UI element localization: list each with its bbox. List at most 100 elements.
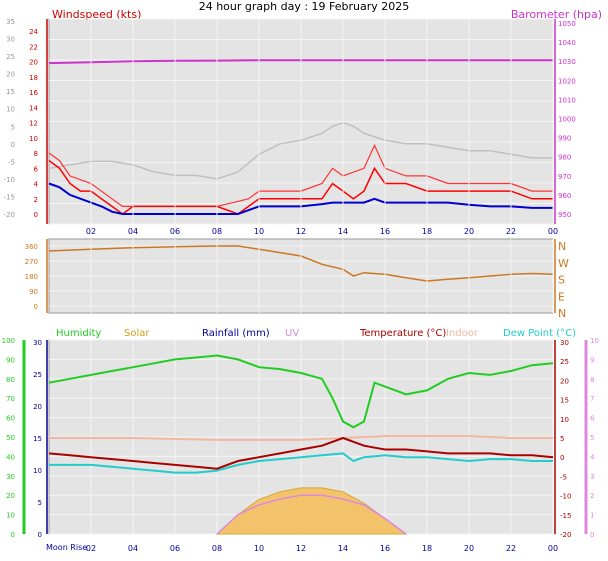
legend-item: Solar (124, 328, 150, 339)
legend-item: Rainfall (mm) (202, 328, 270, 339)
humidity-tick-label: 10 (6, 512, 15, 520)
wind-alt-tick-label: 5 (11, 123, 15, 131)
humidity-tick-label: 20 (6, 492, 15, 500)
multi-x-tick-label: 04 (128, 544, 138, 553)
multi-x-tick-label: 10 (254, 544, 264, 553)
direction-tick-label: 180 (25, 273, 38, 281)
rainfall-tick-label: 30 (33, 339, 42, 347)
humidity-tick-label: 70 (6, 395, 15, 403)
temperature-tick-label: -20 (560, 531, 571, 539)
multi-x-tick-label: 14 (338, 544, 348, 553)
temperature-tick-label: 30 (560, 339, 569, 347)
multi-x-tick-label: 22 (506, 544, 516, 553)
baro-tick-label: 1000 (558, 116, 576, 124)
moon-rise-label: Moon Rise (46, 543, 87, 552)
wind-x-tick-label: 06 (170, 227, 180, 236)
temperature-tick-label: 15 (560, 397, 569, 405)
wind-alt-tick-label: -20 (4, 211, 15, 219)
wind-x-tick-label: 18 (422, 227, 432, 236)
wind-average-line (48, 182, 553, 215)
wind-tick-label: 2 (34, 196, 38, 204)
humidity-tick-label: 60 (6, 415, 15, 423)
direction-tick-label: 90 (29, 288, 38, 296)
uv-tick-label: 4 (590, 453, 595, 461)
uv-tick-label: 3 (590, 473, 594, 481)
baro-tick-label: 1050 (558, 20, 576, 28)
baro-tick-label: 970 (558, 173, 571, 181)
wind-tick-label: 18 (29, 74, 38, 82)
temperature-tick-label: 20 (560, 377, 569, 385)
humidity-tick-label: 50 (6, 434, 15, 442)
humidity-tick-label: 100 (2, 337, 15, 345)
uv-tick-label: 7 (590, 395, 594, 403)
rainfall-tick-label: 15 (33, 435, 42, 443)
temperature-tick-label: 25 (560, 358, 569, 366)
rainfall-tick-label: 5 (38, 499, 42, 507)
multi-x-tick-label: 02 (86, 544, 96, 553)
compass-label: E (558, 290, 565, 303)
wind-tick-label: 10 (29, 135, 38, 143)
uv-tick-label: 1 (590, 512, 594, 520)
wind-x-tick-label: 16 (380, 227, 390, 236)
wind-alt-tick-label: 35 (6, 18, 15, 26)
direction-tick-label: 360 (25, 243, 38, 251)
rainfall-tick-label: 25 (33, 371, 42, 379)
compass-label: W (558, 257, 569, 270)
chart-title: 24 hour graph day : 19 February 2025 (199, 0, 410, 13)
humidity-tick-label: 40 (6, 453, 15, 461)
wind-direction-line (48, 245, 554, 282)
uv-tick-label: 0 (590, 531, 594, 539)
legend-item: Humidity (56, 328, 101, 339)
wind-alt-tick-label: 20 (6, 71, 15, 79)
temperature-tick-label: -15 (560, 512, 571, 520)
legend-item: Temperature (°C) (359, 328, 446, 339)
wind-tick-label: 16 (29, 89, 38, 97)
wind-x-tick-label: 04 (128, 227, 138, 236)
baro-tick-label: 1010 (558, 96, 576, 104)
baro-tick-label: 990 (558, 135, 571, 143)
wind-alt-tick-label: -15 (4, 193, 15, 201)
uv-tick-label: 5 (590, 434, 594, 442)
multi-x-tick-label: 00 (548, 544, 558, 553)
legend-item: Indoor (446, 328, 479, 339)
wind-tick-label: 12 (29, 120, 38, 128)
multi-x-tick-label: 08 (212, 544, 222, 553)
uv-line (216, 494, 407, 535)
wind-right-label: Barometer (hpa) (511, 8, 602, 21)
wind-tick-label: 24 (29, 28, 38, 36)
temperature-tick-label: 5 (560, 435, 564, 443)
rainfall-tick-label: 10 (33, 467, 42, 475)
wind-tick-label: 4 (34, 181, 39, 189)
wind-alt-tick-label: 15 (6, 88, 15, 96)
wind-x-tick-label: 20 (464, 227, 474, 236)
rainfall-tick-label: 0 (38, 531, 42, 539)
baro-tick-label: 1040 (558, 39, 576, 47)
wind-left-label: Windspeed (kts) (52, 8, 141, 21)
humidity-line (48, 354, 554, 429)
humidity-tick-label: 80 (6, 376, 15, 384)
temperature-tick-label: -10 (560, 493, 571, 501)
wind-alt-tick-label: 25 (6, 53, 15, 61)
chart-layer: 24222018161412108642035302520151050-5-10… (2, 18, 599, 553)
wind-x-tick-label: 08 (212, 227, 222, 236)
legend-item: Dew Point (°C) (503, 328, 576, 339)
wind-x-tick-label: 02 (86, 227, 96, 236)
humidity-tick-label: 90 (6, 356, 15, 364)
wind-tick-label: 6 (34, 165, 39, 173)
legend-item: UV (285, 328, 299, 339)
wind-tick-label: 14 (29, 104, 38, 112)
baro-tick-label: 1030 (558, 58, 576, 66)
baro-tick-label: 950 (558, 211, 571, 219)
direction-tick-label: 270 (25, 258, 38, 266)
multi-x-tick-label: 18 (422, 544, 432, 553)
uv-tick-label: 2 (590, 492, 594, 500)
wind-x-tick-label: 14 (338, 227, 348, 236)
temperature-line (48, 436, 554, 470)
rainfall-tick-label: 20 (33, 403, 42, 411)
wind-x-tick-label: 12 (296, 227, 306, 236)
wind-alt-tick-label: 10 (6, 106, 15, 114)
baro-tick-label: 1020 (558, 77, 576, 85)
windspeed-line (48, 159, 553, 215)
